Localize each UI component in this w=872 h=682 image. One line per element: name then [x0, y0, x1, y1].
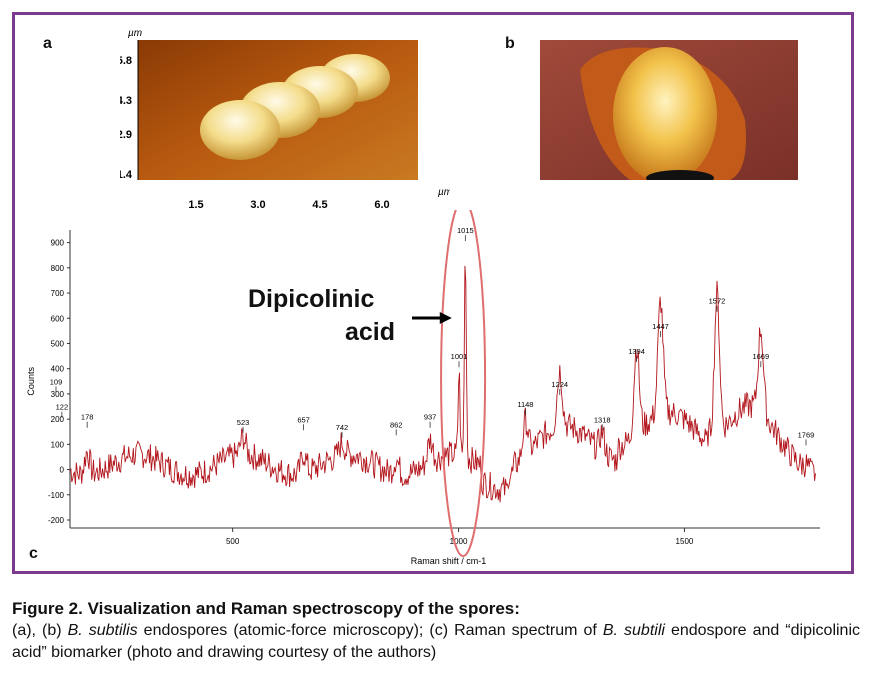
x-tick-label: 1500	[676, 537, 694, 546]
y-tick-label: 800	[51, 264, 65, 273]
x-tick-label: 500	[226, 537, 240, 546]
panel-letter-c: c	[29, 545, 38, 562]
annotation-line-2: acid	[345, 318, 396, 346]
dipicolinic-highlight-ellipse	[440, 210, 487, 557]
afm-a-x-tick: 4.5	[312, 199, 327, 210]
afm-a-y-tick: 1.4	[120, 169, 133, 181]
afm-image-a: µm 5.8 4.3 2.9 1.4 1.5 3.0 4.5 6.0 µm	[120, 30, 450, 210]
afm-a-x-unit: µm	[438, 187, 450, 198]
afm-a-y-tick: 4.3	[120, 95, 132, 107]
caption-species: B. subtilis	[67, 622, 138, 639]
panel-letter-b: b	[505, 35, 515, 52]
y-tick-label: 300	[51, 390, 65, 399]
caption-species: B. subtili	[602, 622, 665, 639]
afm-image-b	[540, 40, 798, 180]
peak-label: 1224	[551, 380, 568, 389]
annotation-arrow	[412, 312, 452, 324]
afm-a-x-tick: 6.0	[374, 199, 389, 210]
peak-label: 1572	[709, 297, 726, 306]
afm-b-spore	[613, 47, 717, 180]
afm-a-y-tick: 2.9	[120, 129, 132, 141]
peak-label: 1001	[451, 352, 468, 361]
peak-label: 1015	[457, 226, 474, 235]
peak-label: 109	[50, 377, 63, 386]
peak-label: 742	[336, 423, 349, 432]
afm-a-y-tick: 5.8	[120, 55, 132, 67]
annotation-line-1: Dipicolinic	[248, 285, 375, 313]
chart-peak-labels: 109 122 178 523 657 742 862 937 1001 1015 1148 1224…	[50, 226, 815, 446]
peak-label: 1669	[752, 352, 769, 361]
peak-label: 862	[390, 420, 403, 429]
y-tick-label: 500	[51, 339, 65, 348]
caption-text: endospore and “dipicolinic acid” biomark…	[12, 622, 860, 661]
y-tick-label: 900	[51, 239, 65, 248]
y-tick-label: -100	[48, 491, 65, 500]
y-tick-label: 100	[51, 440, 65, 449]
y-tick-label: 0	[60, 466, 65, 475]
y-tick-label: 200	[51, 415, 65, 424]
peak-label: 1769	[798, 430, 815, 439]
peak-label: 122	[56, 403, 69, 412]
peak-label: 1318	[594, 415, 611, 424]
peak-label: 1447	[652, 322, 669, 331]
y-axis-label: Counts	[26, 367, 36, 396]
peak-label: 178	[81, 413, 94, 422]
caption-text: (a), (b)	[12, 622, 68, 639]
y-tick-label: 700	[51, 289, 65, 298]
peak-label: 523	[237, 418, 250, 427]
spore-segment	[200, 100, 280, 160]
y-tick-label: 600	[51, 314, 65, 323]
peak-label: 937	[424, 413, 437, 422]
figure-caption: Figure 2. Visualization and Raman spectr…	[12, 598, 860, 664]
afm-a-x-tick: 3.0	[250, 199, 265, 210]
caption-body: (a), (b) B. subtilis endospores (atomic-…	[12, 620, 860, 664]
y-tick-label: -200	[48, 516, 65, 525]
peak-label: 1148	[517, 400, 533, 409]
x-axis-label: Raman shift / cm-1	[411, 556, 487, 566]
panel-letter-a: a	[43, 35, 52, 52]
y-tick-label: 400	[51, 365, 65, 374]
caption-title: Figure 2. Visualization and Raman spectr…	[12, 599, 520, 618]
peak-label: 657	[297, 415, 310, 424]
afm-a-x-tick: 1.5	[188, 199, 203, 210]
chart-axes: -200 -100 0 100 200 300 400 500 600 700 800 900 500 1…	[48, 230, 820, 546]
caption-text: endospores (atomic-force microscopy); (c…	[137, 622, 603, 639]
peak-label: 1394	[628, 347, 645, 356]
afm-b-shadow	[646, 170, 714, 180]
afm-a-y-unit: µm	[128, 30, 142, 39]
x-tick-label: 1000	[450, 537, 468, 546]
